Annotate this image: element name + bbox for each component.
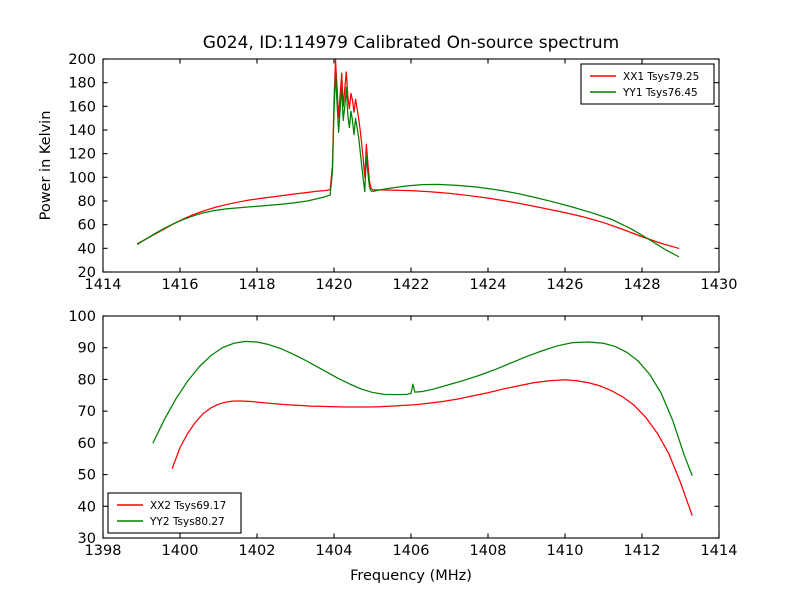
legend: XX1 Tsys79.25 YY1 Tsys76.45	[580, 63, 715, 105]
y-tick-label: 80	[78, 372, 96, 388]
x-tick-label: 1408	[470, 543, 507, 559]
y-tick-label: 90	[78, 341, 96, 357]
x-tick-label: 1412	[624, 543, 661, 559]
x-tick-label: 1430	[701, 277, 738, 293]
x-tick-label: 1414	[701, 543, 738, 559]
legend-box	[580, 63, 715, 105]
x-tick-label: 1426	[547, 277, 584, 293]
x-tick-label: 1406	[393, 543, 430, 559]
legend-label: XX1 Tsys79.25	[623, 71, 699, 83]
x-tick-label: 1410	[547, 543, 584, 559]
data-series-line	[137, 59, 680, 249]
y-tick-label: 160	[68, 99, 96, 115]
y-tick-label: 60	[78, 218, 96, 234]
x-tick-label: 1420	[316, 277, 353, 293]
panel-bottom-panel: 1398 1400 1402 1404 1406 1408 1410 1412 1414 30 40…	[68, 309, 737, 584]
y-tick-label: 100	[68, 170, 96, 186]
x-tick-label: 1416	[162, 277, 199, 293]
y-tick-label: 40	[78, 241, 96, 257]
x-tick-label: 1400	[162, 543, 199, 559]
y-tick-label: 30	[78, 531, 96, 547]
y-tick-label: 120	[68, 147, 96, 163]
panel-top-panel: 1414 1416 1418 1420 1422 1424 1426 1428 1430 20 40…	[38, 52, 737, 293]
x-axis-label: Frequency (MHz)	[350, 568, 472, 584]
x-tick-label: 1398	[85, 543, 122, 559]
y-tick-label: 100	[68, 309, 96, 325]
y-tick-label: 80	[78, 194, 96, 210]
data-series-line	[137, 72, 680, 258]
y-tick-label: 200	[68, 52, 96, 68]
data-series-line	[152, 340, 693, 476]
y-tick-label: 140	[68, 123, 96, 139]
x-tick-label: 1424	[470, 277, 507, 293]
y-tick-label: 50	[78, 468, 96, 484]
x-tick-label: 1404	[316, 543, 353, 559]
y-axis-label: Power in Kelvin	[38, 111, 54, 221]
x-tick-label: 1418	[239, 277, 276, 293]
x-tick-label: 1414	[85, 277, 122, 293]
x-tick-label: 1402	[239, 543, 276, 559]
data-series-line	[171, 379, 693, 516]
y-tick-label: 60	[78, 436, 96, 452]
legend-box	[107, 492, 242, 534]
y-tick-label: 180	[68, 76, 96, 92]
legend-label: XX2 Tsys69.17	[150, 500, 226, 512]
x-tick-label: 1422	[393, 277, 430, 293]
x-tick-label: 1428	[624, 277, 661, 293]
y-tick-label: 40	[78, 499, 96, 515]
y-tick-label: 20	[78, 265, 96, 281]
y-tick-label: 70	[78, 404, 96, 420]
legend-label: YY1 Tsys76.45	[622, 87, 698, 99]
legend: XX2 Tsys69.17 YY2 Tsys80.27	[107, 492, 242, 534]
figure-title: G024, ID:114979 Calibrated On-source spe…	[203, 33, 619, 53]
legend-label: YY2 Tsys80.27	[149, 516, 225, 528]
